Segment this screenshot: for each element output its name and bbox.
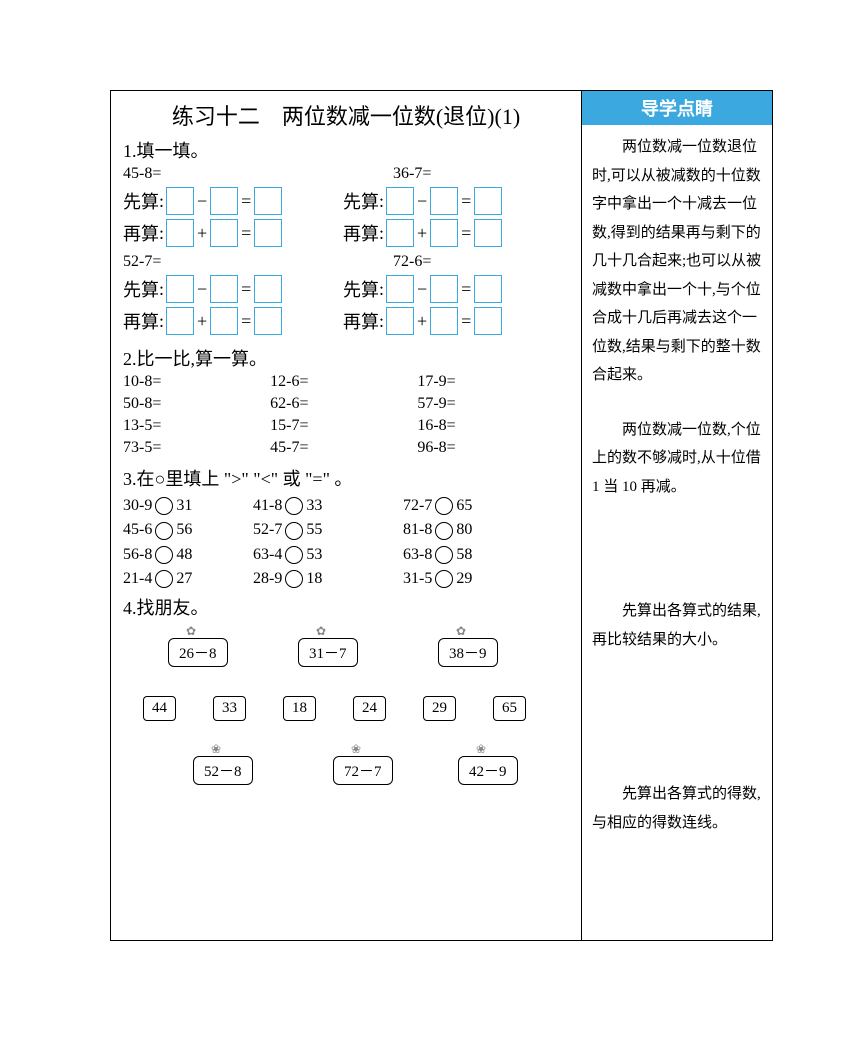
expr-chip[interactable]: 52－8 xyxy=(193,756,253,785)
s1-q1-step2: 再算:+= xyxy=(123,219,343,247)
expr-chip[interactable]: 38－9 xyxy=(438,638,498,667)
compare-circle[interactable] xyxy=(155,570,173,588)
compare-circle[interactable] xyxy=(435,546,453,564)
flower-icon: ✿ xyxy=(316,624,326,639)
s1-q2-step2: 再算:+= xyxy=(343,219,569,247)
blank-box[interactable] xyxy=(210,187,238,215)
calc-item: 50-8= xyxy=(123,393,270,415)
blank-box[interactable] xyxy=(210,275,238,303)
blank-box[interactable] xyxy=(166,219,194,247)
flower-icon: ❀ xyxy=(476,742,486,757)
blank-box[interactable] xyxy=(474,219,502,247)
blank-box[interactable] xyxy=(210,307,238,335)
calc-item: 10-8= xyxy=(123,371,270,393)
compare-circle[interactable] xyxy=(285,497,303,515)
s1-q2: 36-7= xyxy=(343,165,569,183)
s1-q3: 52-7= xyxy=(123,253,343,271)
blank-box[interactable] xyxy=(254,275,282,303)
s1-q3-step2: 再算:+= xyxy=(123,307,343,335)
section-2-heading: 2.比一比,算一算。 xyxy=(123,345,569,371)
blank-box[interactable] xyxy=(430,307,458,335)
side-panel: 导学点睛 两位数减一位数退位时,可以从被减数的十位数字中拿出一个十减去一位数,得… xyxy=(582,91,772,940)
expr-chip[interactable]: 26－8 xyxy=(168,638,228,667)
blank-box[interactable] xyxy=(386,187,414,215)
num-chip[interactable]: 65 xyxy=(493,696,526,721)
calc-item: 96-8= xyxy=(417,437,564,459)
blank-box[interactable] xyxy=(474,187,502,215)
s1-q3-step1: 先算:−= xyxy=(123,275,343,303)
compare-row: 45-65652-75581-880 xyxy=(123,521,569,539)
flower-icon: ✿ xyxy=(186,624,196,639)
blank-box[interactable] xyxy=(254,187,282,215)
compare-circle[interactable] xyxy=(285,570,303,588)
blank-box[interactable] xyxy=(430,219,458,247)
blank-box[interactable] xyxy=(210,219,238,247)
num-chip[interactable]: 24 xyxy=(353,696,386,721)
s1-q2-step1: 先算:−= xyxy=(343,187,569,215)
blank-box[interactable] xyxy=(386,275,414,303)
blank-box[interactable] xyxy=(430,275,458,303)
calc-item: 73-5= xyxy=(123,437,270,459)
s1-q4: 72-6= xyxy=(343,253,569,271)
compare-circle[interactable] xyxy=(155,522,173,540)
side-p3: 先算出各算式的结果,再比较结果的大小。 xyxy=(582,589,772,662)
calc-item: 12-6= xyxy=(270,371,417,393)
side-p4: 先算出各算式的得数,与相应的得数连线。 xyxy=(582,772,772,845)
flower-icon: ❀ xyxy=(211,742,221,757)
compare-circle[interactable] xyxy=(435,570,453,588)
s1-q4-step1: 先算:−= xyxy=(343,275,569,303)
s1-q1-step1: 先算:−= xyxy=(123,187,343,215)
compare-circle[interactable] xyxy=(435,522,453,540)
section-3-heading: 3.在○里填上 ">" "<" 或 "=" 。 xyxy=(123,465,569,491)
blank-box[interactable] xyxy=(474,307,502,335)
compare-circle[interactable] xyxy=(155,546,173,564)
expr-chip[interactable]: 72－7 xyxy=(333,756,393,785)
compare-circle[interactable] xyxy=(155,497,173,515)
section-1-heading: 1.填一填。 xyxy=(123,137,569,163)
calc-item: 57-9= xyxy=(417,393,564,415)
num-chip[interactable]: 33 xyxy=(213,696,246,721)
calc-item: 15-7= xyxy=(270,415,417,437)
calc-item: 45-7= xyxy=(270,437,417,459)
compare-circle[interactable] xyxy=(285,522,303,540)
friends-diagram: ✿26－8✿31－7✿38－9443318242965❀52－8❀72－7❀42… xyxy=(123,624,569,804)
blank-box[interactable] xyxy=(386,307,414,335)
calc-item: 13-5= xyxy=(123,415,270,437)
blank-box[interactable] xyxy=(254,307,282,335)
s3-rows: 30-93141-83372-765 45-65652-75581-880 56-8… xyxy=(123,497,569,588)
side-p1: 两位数减一位数退位时,可以从被减数的十位数字中拿出一个十减去一位数,得到的结果再… xyxy=(582,125,772,398)
s2-grid: 10-8=12-6=17-9= 50-8=62-6=57-9= 13-5=15-7=… xyxy=(123,371,569,459)
calc-item: 62-6= xyxy=(270,393,417,415)
blank-box[interactable] xyxy=(386,219,414,247)
section-4-heading: 4.找朋友。 xyxy=(123,594,569,620)
compare-circle[interactable] xyxy=(435,497,453,515)
compare-row: 30-93141-83372-765 xyxy=(123,497,569,515)
blank-box[interactable] xyxy=(430,187,458,215)
s1-q1: 45-8= xyxy=(123,165,343,183)
blank-box[interactable] xyxy=(166,307,194,335)
compare-circle[interactable] xyxy=(285,546,303,564)
page-title: 练习十二 两位数减一位数(退位)(1) xyxy=(123,99,569,131)
s1-q4-step2: 再算:+= xyxy=(343,307,569,335)
expr-chip[interactable]: 42－9 xyxy=(458,756,518,785)
blank-box[interactable] xyxy=(166,187,194,215)
flower-icon: ❀ xyxy=(351,742,361,757)
blank-box[interactable] xyxy=(474,275,502,303)
expr-chip[interactable]: 31－7 xyxy=(298,638,358,667)
compare-row: 21-42728-91831-529 xyxy=(123,570,569,588)
compare-row: 56-84863-45363-858 xyxy=(123,546,569,564)
flower-icon: ✿ xyxy=(456,624,466,639)
blank-box[interactable] xyxy=(254,219,282,247)
side-banner: 导学点睛 xyxy=(582,91,772,125)
blank-box[interactable] xyxy=(166,275,194,303)
num-chip[interactable]: 18 xyxy=(283,696,316,721)
calc-item: 17-9= xyxy=(417,371,564,393)
num-chip[interactable]: 44 xyxy=(143,696,176,721)
calc-item: 16-8= xyxy=(417,415,564,437)
num-chip[interactable]: 29 xyxy=(423,696,456,721)
side-p2: 两位数减一位数,个位上的数不够减时,从十位借 1 当 10 再减。 xyxy=(582,408,772,510)
main-content: 练习十二 两位数减一位数(退位)(1) 1.填一填。 45-8= 先算:−= 再… xyxy=(111,91,582,940)
